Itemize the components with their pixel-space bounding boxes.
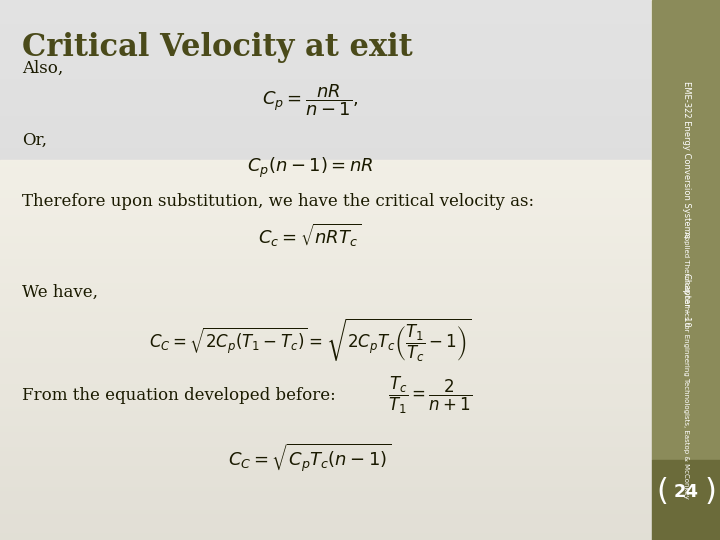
Text: Chapter – 10: Chapter – 10	[682, 273, 690, 327]
Bar	[652, 0, 720, 460]
Text: Also,: Also,	[22, 59, 63, 77]
Text: $C_C = \sqrt{2C_p(T_1 - T_c)} = \sqrt{2C_pT_c\left(\dfrac{T_1}{T_c} - 1\right)}$: $C_C = \sqrt{2C_p(T_1 - T_c)} = \sqrt{2C…	[149, 316, 471, 364]
Text: Applied Thermodynamics for Engineering Technologists, Eastop & McConkey: Applied Thermodynamics for Engineering T…	[683, 231, 689, 499]
Text: From the equation developed before:: From the equation developed before:	[22, 387, 336, 403]
Text: $\dfrac{T_c}{T_1} = \dfrac{2}{n+1}$: $\dfrac{T_c}{T_1} = \dfrac{2}{n+1}$	[388, 374, 472, 416]
Text: (: (	[657, 477, 668, 507]
Text: $C_C = \sqrt{C_pT_c(n-1)}$: $C_C = \sqrt{C_pT_c(n-1)}$	[228, 442, 392, 474]
Text: EME-322 Energy Conversion Systems: EME-322 Energy Conversion Systems	[682, 82, 690, 239]
Bar	[0, 160, 650, 540]
Text: We have,: We have,	[22, 284, 98, 300]
Bar	[0, 0, 650, 160]
Text: Therefore upon substitution, we have the critical velocity as:: Therefore upon substitution, we have the…	[22, 193, 534, 211]
Text: Critical Velocity at exit: Critical Velocity at exit	[22, 32, 413, 63]
Text: Or,: Or,	[22, 132, 47, 148]
Text: $C_p = \dfrac{nR}{n-1},$: $C_p = \dfrac{nR}{n-1},$	[262, 82, 358, 118]
Text: $C_c = \sqrt{nRT_c}$: $C_c = \sqrt{nRT_c}$	[258, 221, 361, 248]
Text: ): )	[704, 477, 716, 507]
Bar	[652, 460, 720, 540]
Text: $C_p(n-1) = nR$: $C_p(n-1) = nR$	[247, 156, 373, 180]
Text: 24: 24	[674, 483, 698, 501]
